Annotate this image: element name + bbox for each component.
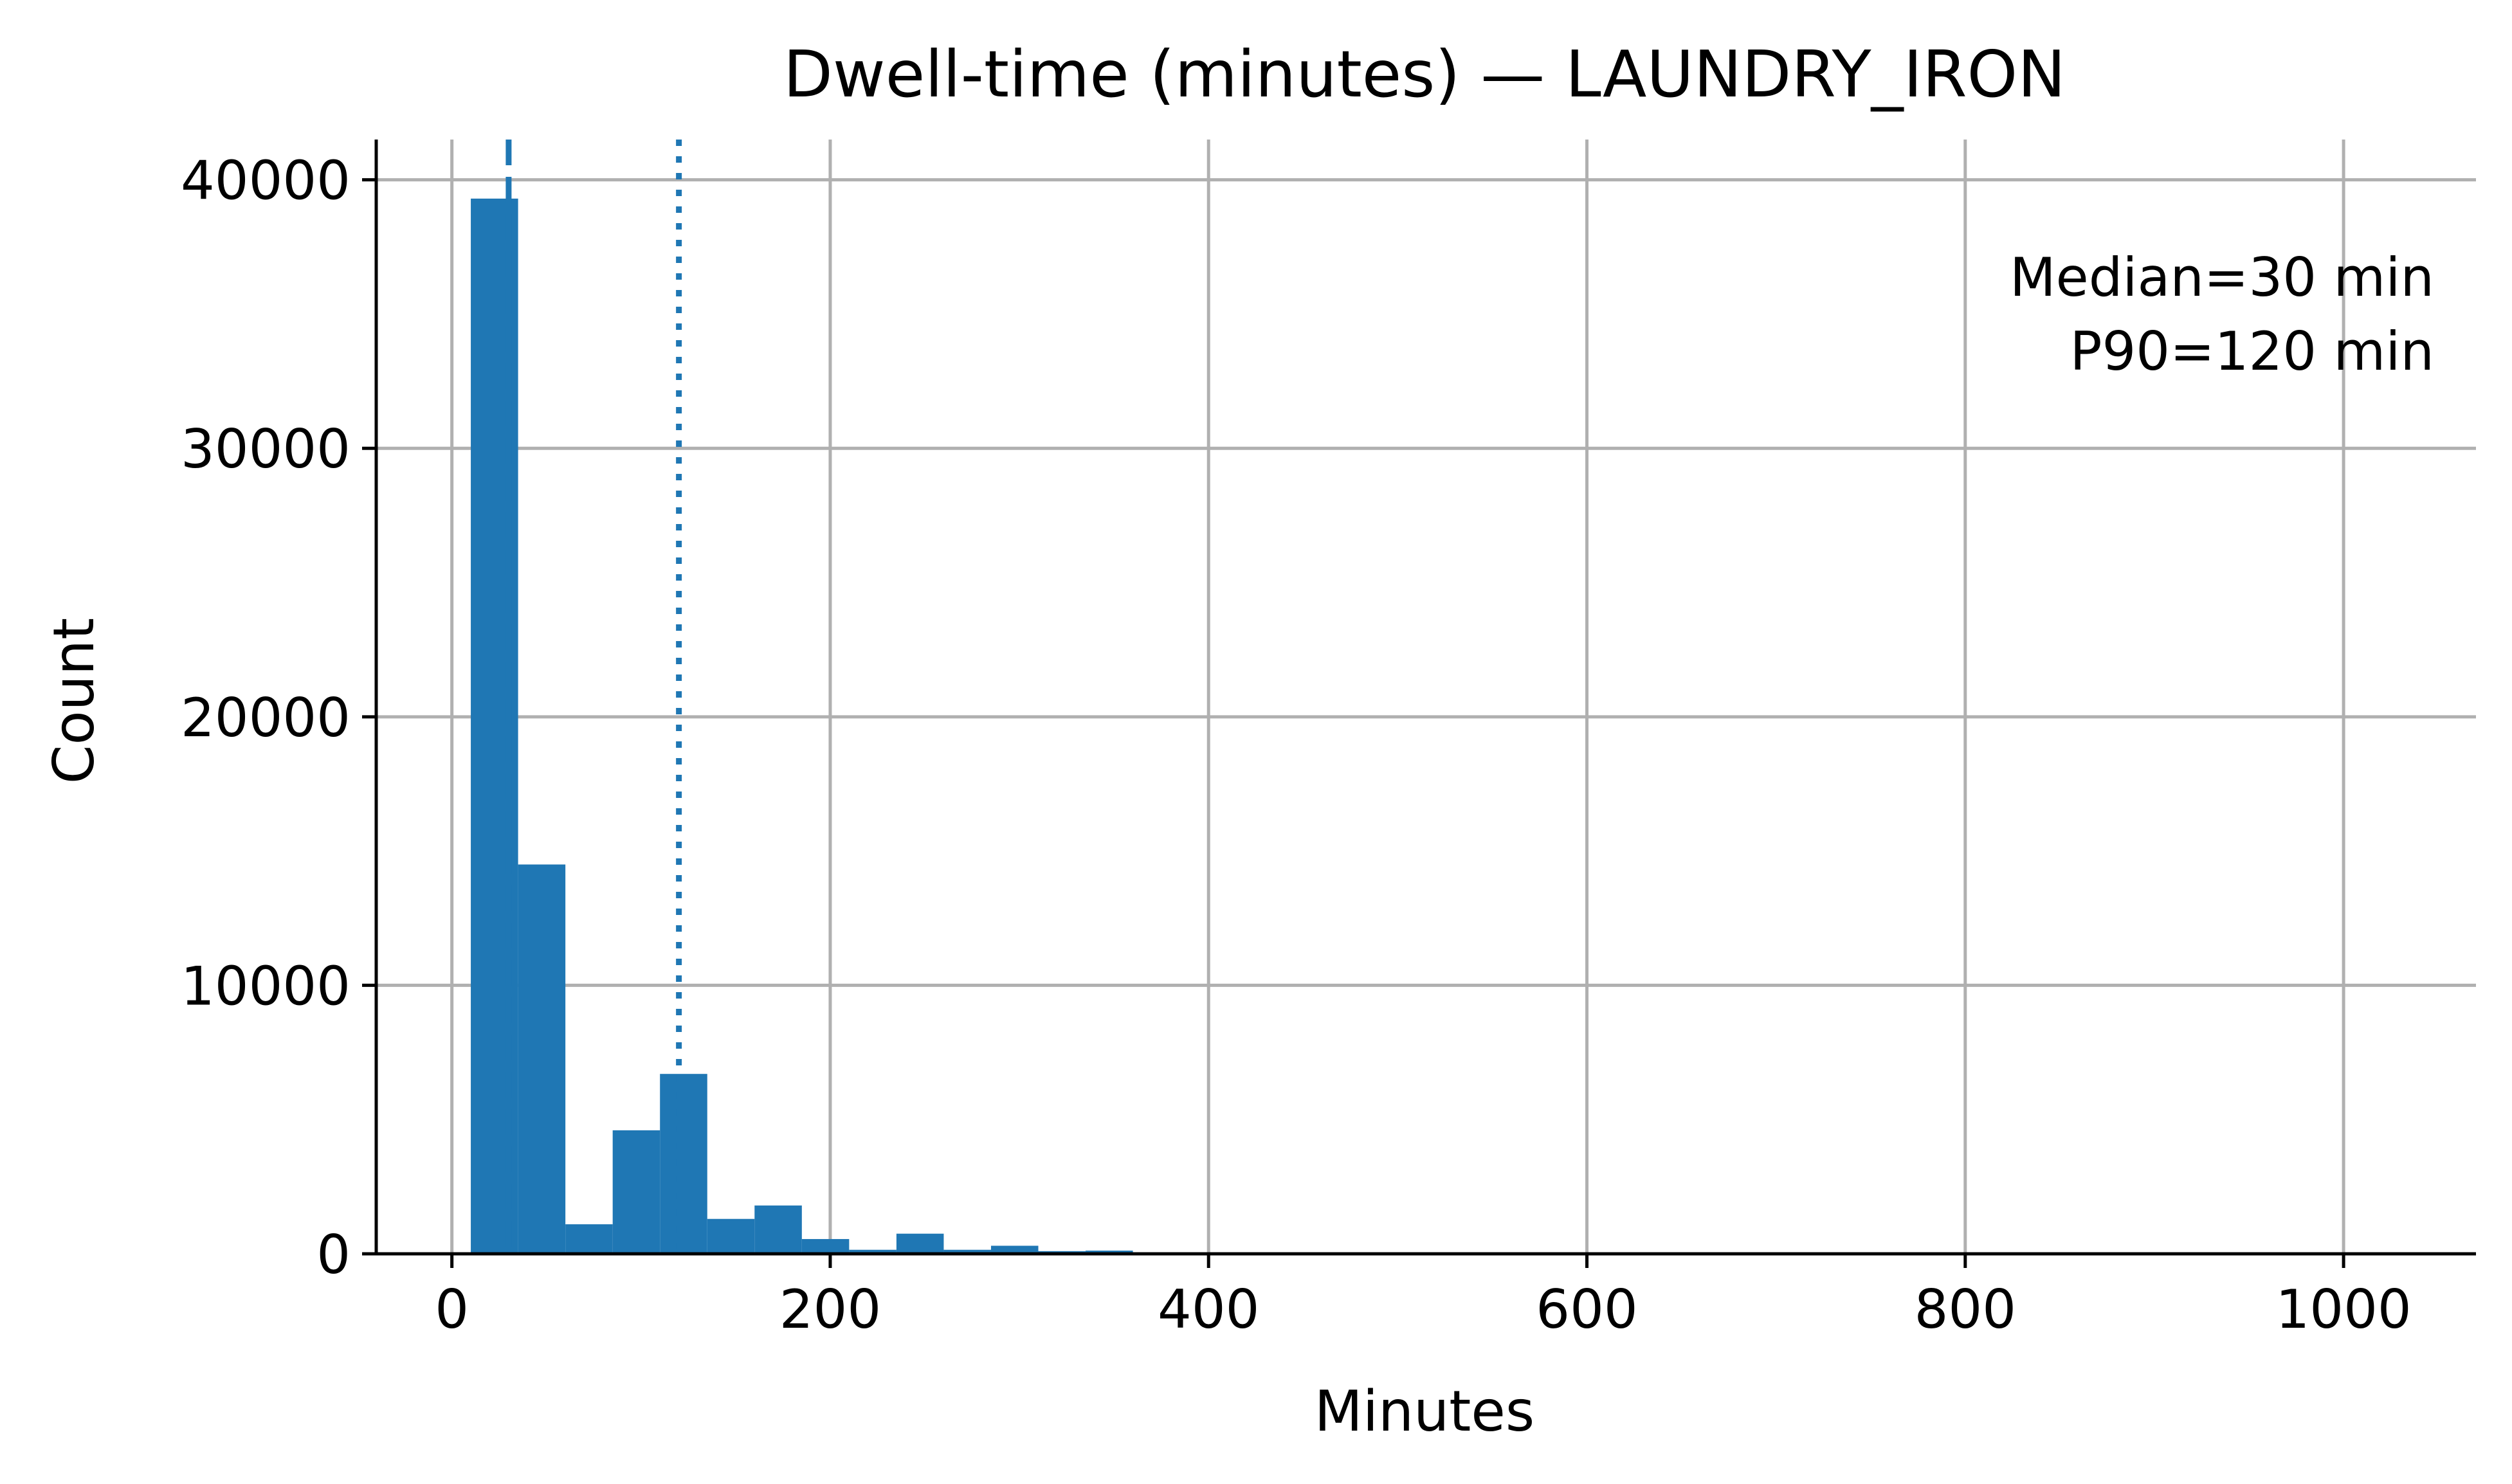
y-tick-label-2: 20000 [181,687,350,749]
histogram-bar-6 [754,1205,802,1254]
histogram-bar-5 [707,1218,755,1254]
histogram-bar-2 [565,1224,613,1254]
chart-title: Dwell-time (minutes) — LAUNDRY_IRON [783,37,2066,112]
p90-annotation: P90=120 min [2070,320,2434,383]
y-tick-label-1: 10000 [181,955,350,1017]
y-axis-label: Count [41,618,107,784]
reference-lines [505,140,682,1254]
histogram-bar-9 [896,1233,944,1254]
histogram-bar-11 [990,1245,1039,1254]
x-tick-label-2: 400 [1158,1278,1259,1341]
histogram-bar-3 [612,1130,660,1254]
x-tick-label-5: 1000 [2275,1278,2411,1341]
histogram-bar-7 [801,1239,850,1254]
x-tick-label-0: 0 [435,1278,469,1341]
histogram-bar-4 [660,1074,707,1254]
x-tick-label-3: 600 [1536,1278,1637,1341]
histogram-bar-1 [518,864,566,1254]
y-tick-label-3: 30000 [181,418,350,480]
x-tick-label-4: 800 [1915,1278,2016,1341]
x-axis-label: Minutes [1315,1379,1534,1444]
histogram-bar-10 [943,1249,991,1254]
axes [362,140,2476,1268]
y-tick-label-4: 40000 [181,150,350,212]
median-annotation: Median=30 min [2010,246,2434,309]
histogram-bar-8 [849,1249,896,1254]
x-tick-label-1: 200 [779,1278,881,1341]
histogram-bar-13 [1086,1250,1133,1254]
y-tick-label-0: 0 [316,1224,350,1286]
